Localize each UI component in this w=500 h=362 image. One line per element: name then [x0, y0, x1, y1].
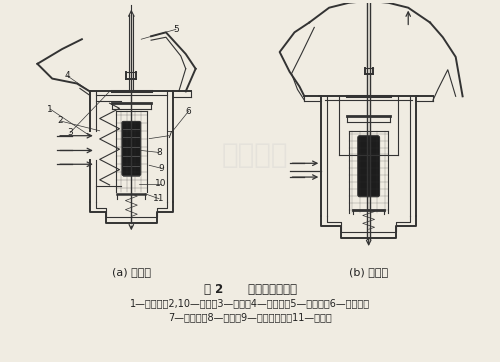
Text: 9: 9: [158, 164, 164, 173]
Text: 5: 5: [173, 25, 178, 34]
Text: 图 2      蜡式双阀节温器: 图 2 蜡式双阀节温器: [204, 283, 296, 296]
Text: 8: 8: [156, 148, 162, 157]
Text: (b) 大循环: (b) 大循环: [349, 267, 388, 277]
Text: (a) 小循环: (a) 小循环: [112, 267, 151, 277]
Text: 7—橡胶套；8—石蜡；9—感温器外壳；11—副阀门: 7—橡胶套；8—石蜡；9—感温器外壳；11—副阀门: [168, 312, 332, 322]
Text: 7: 7: [166, 131, 172, 140]
Text: 1—下支架；2,10—弹簧；3—阀座；4—上支架；5—反推杆；6—主阀门；: 1—下支架；2,10—弹簧；3—阀座；4—上支架；5—反推杆；6—主阀门；: [130, 298, 370, 308]
Text: 万顶匯电: 万顶匯电: [222, 142, 288, 169]
Text: 4: 4: [64, 71, 70, 80]
Text: 6: 6: [186, 106, 192, 115]
FancyBboxPatch shape: [122, 121, 141, 176]
Text: 10: 10: [155, 180, 167, 189]
FancyBboxPatch shape: [358, 136, 380, 197]
Text: 2: 2: [58, 117, 63, 126]
Text: 11: 11: [154, 194, 165, 203]
Text: 1: 1: [48, 105, 53, 114]
Text: 3: 3: [67, 128, 73, 137]
